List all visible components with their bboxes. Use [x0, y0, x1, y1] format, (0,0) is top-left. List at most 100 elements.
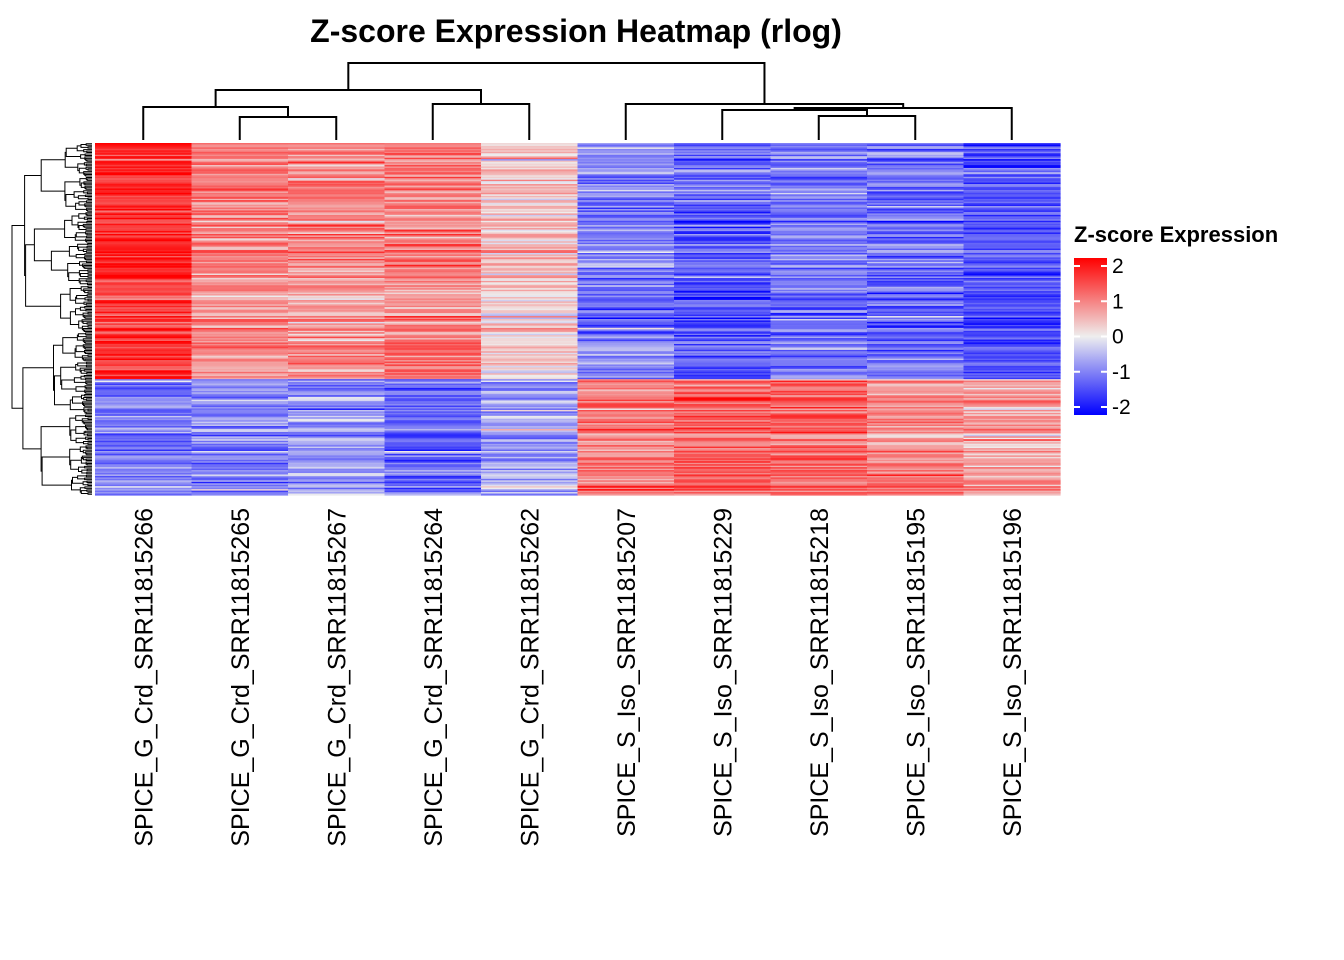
heatmap-cell	[384, 421, 482, 424]
heatmap-cell	[481, 311, 579, 314]
heatmap-cell	[384, 343, 482, 346]
heatmap-cell	[674, 279, 772, 282]
heatmap-cell	[674, 241, 772, 244]
heatmap-cell	[95, 275, 193, 278]
heatmap-cell	[577, 288, 675, 291]
heatmap-cell	[288, 251, 386, 254]
heatmap-cell	[95, 332, 193, 335]
heatmap-cell	[963, 219, 1061, 222]
heatmap-cell	[481, 423, 579, 426]
heatmap-cell	[95, 245, 193, 248]
heatmap-cell	[481, 185, 579, 188]
heatmap-cell	[963, 357, 1061, 360]
heatmap-cell	[288, 462, 386, 465]
heatmap-cell	[867, 330, 965, 333]
heatmap-cell	[288, 206, 386, 209]
heatmap-cell	[770, 329, 868, 332]
heatmap-cell	[577, 321, 675, 324]
heatmap-cell	[288, 467, 386, 470]
heatmap-cell	[481, 176, 579, 179]
heatmap-cell	[577, 241, 675, 244]
heatmap-cell	[674, 357, 772, 360]
heatmap-cell	[867, 257, 965, 260]
heatmap-cell	[577, 458, 675, 461]
heatmap-cell	[963, 349, 1061, 352]
heatmap-cell	[770, 185, 868, 188]
dendrogram-branch	[82, 312, 88, 317]
dendrogram-branch	[78, 201, 87, 206]
heatmap-cell	[288, 321, 386, 324]
heatmap-cell	[867, 248, 965, 251]
heatmap-cell	[674, 437, 772, 440]
heatmap-cell	[867, 151, 965, 154]
heatmap-cell	[95, 427, 193, 430]
heatmap-cell	[867, 380, 965, 383]
heatmap-cell	[384, 407, 482, 410]
dendrogram-branch	[85, 303, 92, 306]
heatmap-cell	[577, 436, 675, 439]
heatmap-cell	[95, 446, 193, 449]
heatmap-cell	[384, 272, 482, 275]
heatmap-cell	[384, 398, 482, 401]
heatmap-cell	[577, 408, 675, 411]
heatmap-cell	[674, 176, 772, 179]
heatmap-cell	[577, 412, 675, 415]
heatmap-cell	[288, 241, 386, 244]
heatmap-cell	[191, 147, 289, 150]
heatmap-cell	[384, 247, 482, 250]
heatmap-cell	[867, 266, 965, 269]
heatmap-cell	[95, 458, 193, 461]
heatmap-cell	[191, 175, 289, 178]
heatmap-cell	[288, 194, 386, 197]
heatmap-cell	[674, 459, 772, 462]
heatmap-cell	[95, 484, 193, 487]
heatmap-cell	[481, 255, 579, 258]
heatmap-cell	[384, 188, 482, 191]
heatmap-cell	[674, 470, 772, 473]
heatmap-cell	[191, 346, 289, 349]
heatmap-cell	[288, 269, 386, 272]
heatmap-cell	[191, 201, 289, 204]
heatmap-cell	[95, 310, 193, 313]
dendrogram-branch	[74, 234, 86, 241]
heatmap-cell	[384, 453, 482, 456]
dendrogram-branch	[86, 200, 92, 203]
heatmap-cell	[577, 490, 675, 493]
dendrogram-branch	[50, 250, 70, 271]
heatmap-cell	[481, 200, 579, 203]
heatmap-cell	[770, 207, 868, 210]
heatmap-cell	[481, 207, 579, 210]
heatmap-cell	[577, 299, 675, 302]
heatmap-cell	[674, 191, 772, 194]
heatmap-cell	[95, 197, 193, 200]
heatmap-cell	[867, 424, 965, 427]
heatmap-cell	[770, 459, 868, 462]
heatmap-cell	[481, 346, 579, 349]
heatmap-cell	[481, 219, 579, 222]
heatmap-cell	[577, 250, 675, 253]
heatmap-cell	[963, 276, 1061, 279]
heatmap-cell	[577, 360, 675, 363]
heatmap-cell	[867, 214, 965, 217]
heatmap-cell	[867, 185, 965, 188]
heatmap-cell	[481, 440, 579, 443]
heatmap-cell	[963, 150, 1061, 153]
heatmap-cell	[95, 399, 193, 402]
heatmap-cell	[95, 244, 193, 247]
heatmap-cell	[674, 321, 772, 324]
heatmap-cell	[867, 250, 965, 253]
heatmap-cell	[963, 266, 1061, 269]
heatmap-cell	[95, 408, 193, 411]
heatmap-cell	[867, 253, 965, 256]
dendrogram-branch	[85, 414, 92, 417]
heatmap-cell	[481, 254, 579, 257]
dendrogram-branch	[85, 143, 92, 146]
heatmap-cell	[770, 470, 868, 473]
heatmap-cell	[770, 301, 868, 304]
heatmap-cell	[191, 351, 289, 354]
dendrogram-branch	[77, 333, 87, 338]
heatmap-cell	[674, 433, 772, 436]
heatmap-cell	[288, 187, 386, 190]
dendrogram-branch	[86, 463, 92, 466]
heatmap-cell	[481, 326, 579, 329]
